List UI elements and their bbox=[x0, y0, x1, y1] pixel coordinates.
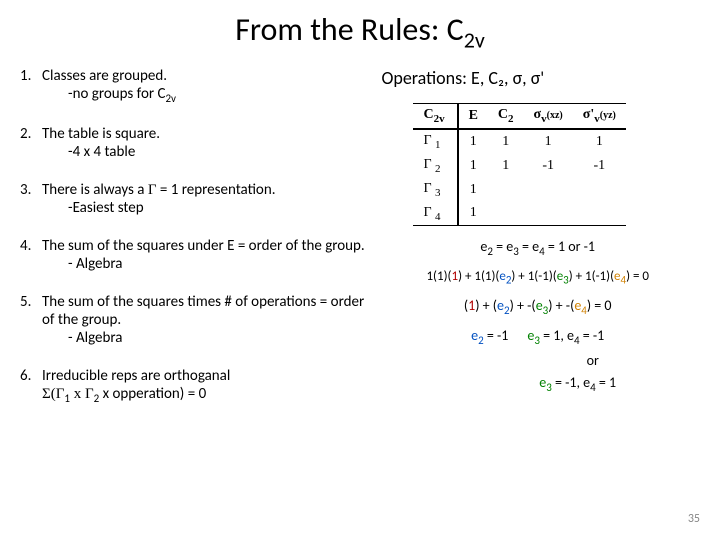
table-row: Γ 1 1111 bbox=[413, 129, 625, 154]
slide-title: From the Rules: C2v bbox=[0, 0, 720, 67]
character-table: C2v E C2 σv(xz) σ'v(yz) Γ 1 1111 Γ 2 11-… bbox=[413, 103, 625, 226]
rule-4: 4. The sum of the squares under E = orde… bbox=[20, 237, 373, 273]
rules-list: 1. Classes are grouped. -no groups for C… bbox=[20, 67, 373, 405]
rule-3: 3. There is always a Γ = 1 representatio… bbox=[20, 181, 373, 217]
equation-1: e2 = e3 = e4 = 1 or -1 bbox=[373, 236, 702, 260]
table-row: Γ 3 1 bbox=[413, 178, 625, 202]
page-number: 35 bbox=[688, 512, 700, 526]
right-panel: Operations: E, C₂, σ, σ' C2v E C2 σv(xz)… bbox=[373, 67, 702, 405]
equation-4: e2 = -1 e3 = 1, e4 = -1 or e3 = -1, e4 =… bbox=[373, 325, 702, 396]
rule-2: 2. The table is square. -4 x 4 table bbox=[20, 125, 373, 161]
rule-1: 1. Classes are grouped. -no groups for C… bbox=[20, 67, 373, 105]
operations-header: Operations: E, C₂, σ, σ' bbox=[373, 67, 702, 103]
equation-3: (1) + (e2) + -(e3) + -(e4) = 0 bbox=[373, 295, 702, 319]
table-row: Γ 2 11-1-1 bbox=[413, 154, 625, 178]
equation-2: 1(1)(1) + 1(1)(e2) + 1(-1)(e3) + 1(-1)(e… bbox=[373, 267, 702, 289]
rule-5: 5. The sum of the squares times # of ope… bbox=[20, 293, 373, 347]
table-row: Γ 4 1 bbox=[413, 202, 625, 226]
rule-6: 6. Irreducible reps are orthoganal Σ(Γ1 … bbox=[20, 367, 373, 405]
